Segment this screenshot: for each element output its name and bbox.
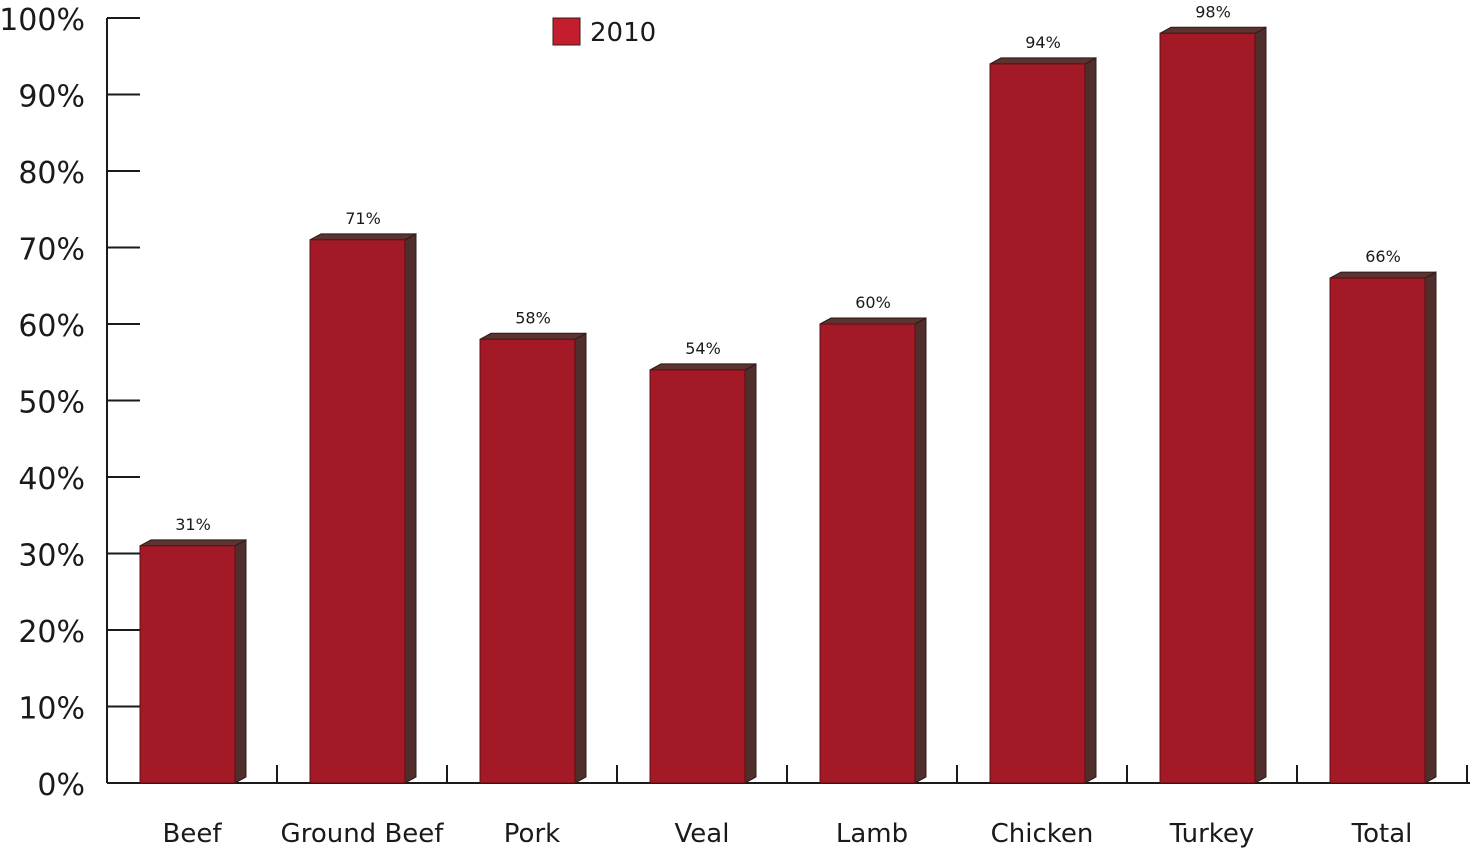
bar-side (744, 363, 757, 784)
bar-front (1329, 277, 1426, 784)
bar-front (1159, 32, 1256, 784)
bar-top (1159, 26, 1267, 34)
bar-top (649, 363, 757, 371)
data-label: 31% (175, 515, 211, 534)
legend: 2010 (552, 17, 656, 48)
bar-beef (139, 539, 247, 784)
labels: 31% Beef 71% Ground Beef 58% Pork 54% Veal 60% La… (163, 2, 1413, 848)
data-label: 94% (1025, 33, 1061, 52)
y-tick-label: 80% (18, 156, 85, 191)
bar-top (309, 233, 417, 241)
data-label: 60% (855, 293, 891, 312)
bar-top (1329, 271, 1437, 279)
y-tick-label: 100% (0, 3, 85, 38)
y-tick-label: 50% (18, 386, 85, 421)
category-label: Ground Beef (281, 819, 445, 848)
y-tick-label: 0% (37, 768, 85, 803)
category-label: Pork (504, 819, 560, 848)
category-label: Veal (675, 819, 730, 848)
bar-ground-beef (309, 233, 417, 784)
bar-total (1329, 271, 1437, 784)
bar-lamb (819, 317, 927, 784)
y-tick-label: 90% (18, 80, 85, 115)
bar-top (819, 317, 927, 325)
bar-side (914, 317, 927, 784)
y-tick-label: 70% (18, 233, 85, 268)
category-label: Total (1351, 819, 1413, 848)
bar-top (989, 57, 1097, 65)
data-label: 58% (515, 308, 551, 327)
bar-top (479, 332, 587, 340)
bar-side (1254, 26, 1267, 784)
legend-swatch (552, 17, 581, 46)
data-label: 98% (1195, 2, 1231, 21)
bars (139, 26, 1437, 784)
category-label: Chicken (991, 819, 1094, 848)
bar-turkey (1159, 26, 1267, 784)
bar-side (574, 332, 587, 784)
y-tick-label: 30% (18, 539, 85, 574)
bar-side (1424, 271, 1437, 784)
bar-front (989, 63, 1086, 784)
bar-pork (479, 332, 587, 784)
bar-side (1084, 57, 1097, 784)
category-label: Lamb (836, 819, 908, 848)
y-tick-label: 60% (18, 309, 85, 344)
bar-chicken (989, 57, 1097, 784)
bar-top (139, 539, 247, 547)
bar-side (404, 233, 417, 784)
y-tick-label: 20% (18, 615, 85, 650)
category-label: Beef (163, 819, 223, 848)
bar-front (479, 338, 576, 784)
axes: 0% 10% 20% 30% 40% 50% 60% 70% 80% 90% 100% (0, 3, 1470, 803)
y-tick-label: 10% (18, 692, 85, 727)
y-tick-label: 40% (18, 462, 85, 497)
bar-veal (649, 363, 757, 784)
data-label: 66% (1365, 247, 1401, 266)
category-label: Turkey (1169, 819, 1255, 848)
bar-front (139, 545, 236, 784)
bar-side (234, 539, 247, 784)
data-label: 54% (685, 339, 721, 358)
bar-front (819, 323, 916, 784)
legend-label-2010: 2010 (590, 18, 656, 48)
bar-front (649, 369, 746, 784)
bar-front (309, 239, 406, 784)
data-label: 71% (345, 209, 381, 228)
